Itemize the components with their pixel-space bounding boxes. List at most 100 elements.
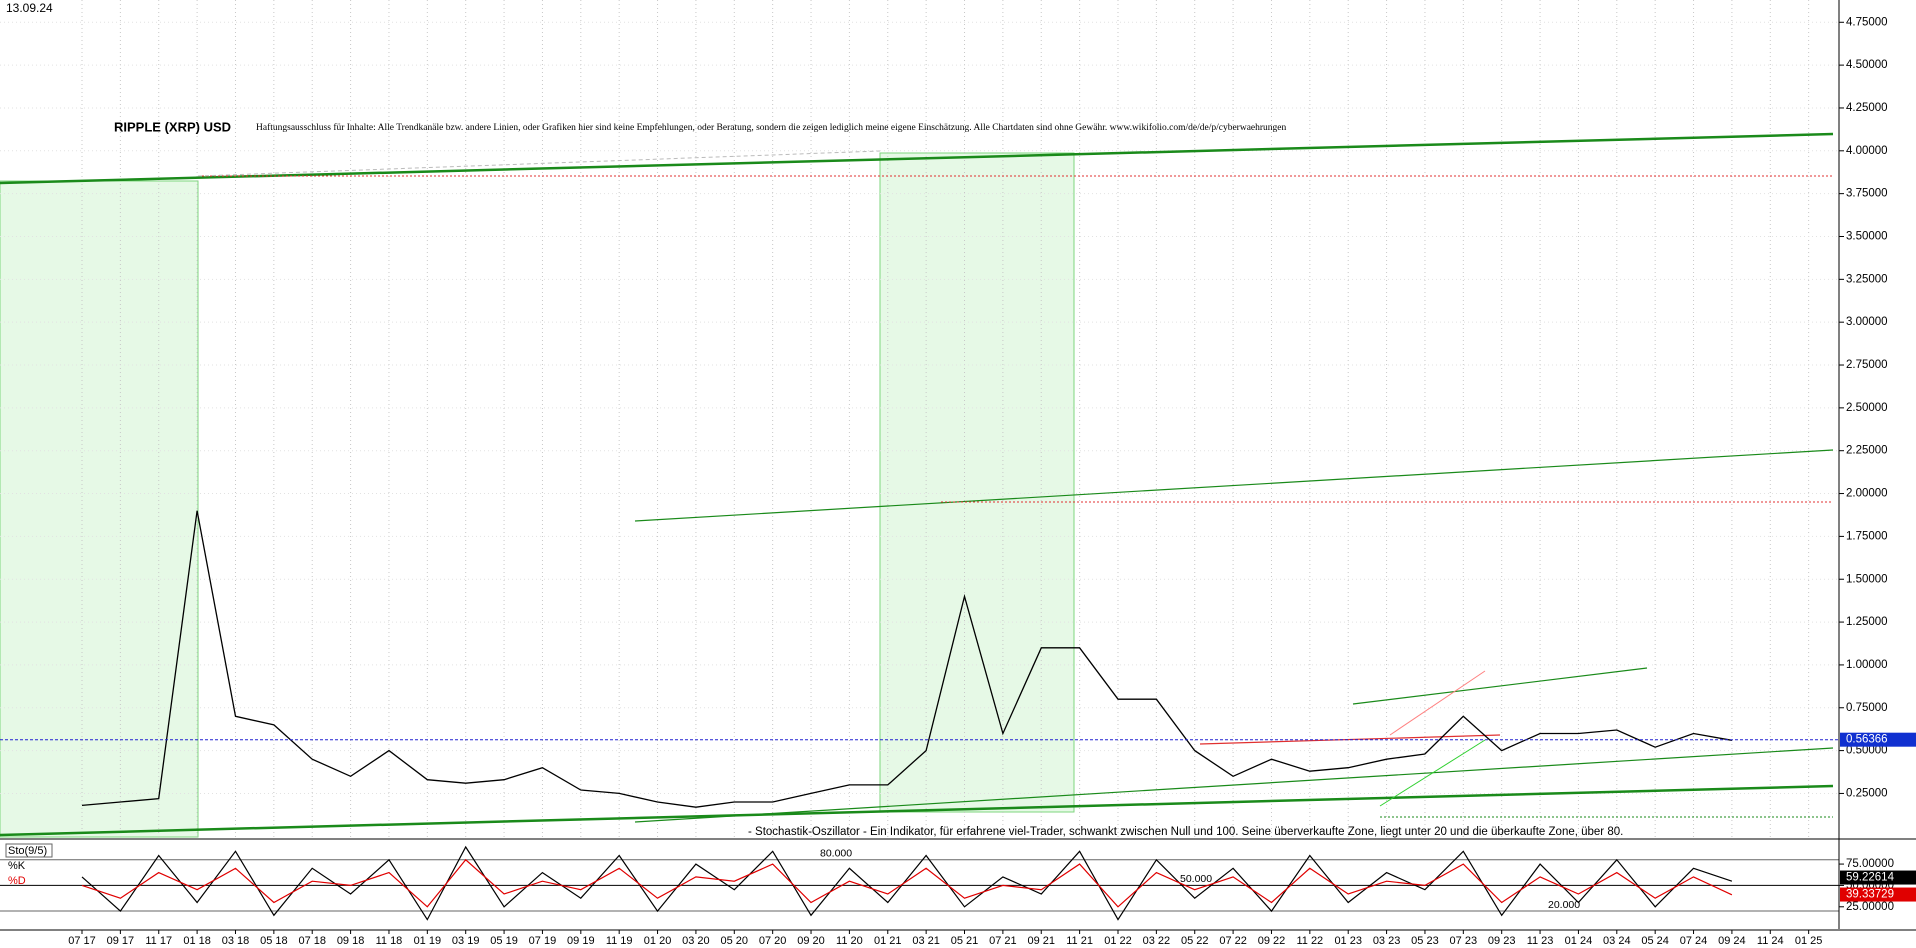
x-tick-label: 11 18 [376, 935, 403, 947]
x-tick-label: 07 24 [1680, 935, 1708, 947]
indicator-note: - Stochastik-Oszillator - Ein Indikator,… [748, 826, 1623, 838]
x-tick-label: 05 22 [1181, 935, 1209, 947]
y-tick-label: 25.00000 [1846, 901, 1894, 913]
x-tick-label: 11 17 [145, 935, 172, 947]
current-tag [1840, 887, 1916, 902]
trendline [1389, 670, 1486, 736]
x-tick-label: 09 23 [1488, 935, 1516, 947]
x-tick-label: 11 23 [1527, 935, 1554, 947]
x-tick-label: 09 21 [1027, 935, 1055, 947]
price-line [81, 510, 1733, 808]
y-tick-label: 0.25000 [1846, 787, 1888, 799]
x-tick-label: 03 20 [682, 935, 710, 947]
x-tick-label: 11 19 [606, 935, 633, 947]
x-tick-label: 01 19 [414, 935, 442, 947]
x-tick-label: 07 17 [68, 935, 96, 947]
trendline [0, 784, 1834, 837]
y-tick-label: 2.00000 [1846, 488, 1888, 500]
trendline [634, 449, 1834, 522]
y-tick-label: 75.00000 [1846, 858, 1894, 870]
y-tick-label: 2.75000 [1846, 359, 1888, 371]
x-tick-label: 11 21 [1066, 935, 1093, 947]
y-tick-label: 2.25000 [1846, 445, 1888, 457]
y-tick-label: 3.25000 [1846, 273, 1888, 285]
x-tick-label: 07 19 [529, 935, 557, 947]
current-label: 0.56366 [1846, 734, 1888, 746]
x-tick-label: 05 20 [721, 935, 749, 947]
date-label: 13.09.24 [6, 1, 53, 15]
x-tick-label: 01 18 [183, 935, 211, 947]
x-tick-label: 11 20 [836, 935, 863, 947]
trendline [1379, 739, 1486, 807]
x-tick-label: 01 23 [1334, 935, 1362, 947]
y-tick-label: 1.50000 [1846, 573, 1888, 585]
zone [0, 180, 199, 838]
x-tick-label: 05 23 [1411, 935, 1439, 947]
y-tick-label: 3.75000 [1846, 188, 1888, 200]
plot: 0.56366 %K 59.22614 %D 39.33729 [0, 510, 1916, 921]
level-label: 80.000 [820, 848, 852, 860]
x-tick-label: 05 24 [1641, 935, 1669, 947]
x-tick-label: 09 17 [107, 935, 135, 947]
current-label: 59.22614 [1846, 872, 1895, 884]
level-label: 50.000 [1180, 873, 1212, 885]
indicator-title: Sto(9/5) [8, 845, 47, 857]
x-tick-label: 01 20 [644, 935, 672, 947]
x-tick-label: 09 22 [1258, 935, 1286, 947]
y-tick-label: 4.50000 [1846, 59, 1888, 71]
current-label: 39.33729 [1846, 889, 1894, 901]
x-tick-label: 09 20 [797, 935, 825, 947]
x-tick-label: 03 18 [222, 935, 250, 947]
current-tag [1840, 870, 1916, 885]
level-label: 20.000 [1548, 899, 1580, 911]
x-tick-label: 01 25 [1795, 935, 1823, 947]
x-tick-label: 01 21 [874, 935, 902, 947]
x-tick-label: 07 22 [1219, 935, 1247, 947]
zone [879, 152, 1075, 813]
y-tick-label: 1.25000 [1846, 616, 1888, 628]
x-tick-label: 05 18 [260, 935, 288, 947]
disclaimer: Haftungsausschluss für Inhalte: Alle Tre… [256, 122, 1287, 133]
current-tag [1840, 732, 1916, 747]
y-tick-label: 3.50000 [1846, 231, 1888, 243]
x-tick-label: 09 19 [567, 935, 595, 947]
y-tick-label: 4.00000 [1846, 145, 1888, 157]
x-tick-label: 05 19 [490, 935, 518, 947]
trendline [634, 747, 1834, 823]
y-tick-label: 2.50000 [1846, 402, 1888, 414]
chart-title: RIPPLE (XRP) USD [114, 119, 231, 134]
x-tick-label: 07 18 [298, 935, 326, 947]
x-tick-label: 03 22 [1143, 935, 1171, 947]
x-tick-label: 03 19 [452, 935, 480, 947]
y-tick-label: 4.25000 [1846, 102, 1888, 114]
series-line [81, 845, 1733, 921]
x-tick-label: 07 21 [989, 935, 1017, 947]
trendline [0, 132, 1834, 185]
trendline [1352, 667, 1648, 705]
x-tick-label: 01 22 [1104, 935, 1132, 947]
indicator-box[interactable] [5, 843, 53, 858]
y-tick-label: 0.75000 [1846, 702, 1888, 714]
legend-label: %K [8, 860, 26, 872]
trendlines [0, 132, 1834, 837]
y-tick-label: 3.00000 [1846, 316, 1888, 328]
x-tick-label: 11 22 [1296, 935, 1323, 947]
x-tick-label: 07 23 [1450, 935, 1478, 947]
y-tick-label: 0.50000 [1846, 745, 1888, 757]
y-tick-label: 1.75000 [1846, 530, 1888, 542]
y-tick-label: 4.75000 [1846, 16, 1888, 28]
y-tick-label: 1.00000 [1846, 659, 1888, 671]
x-tick-label: 01 24 [1565, 935, 1593, 947]
series-line [81, 858, 1733, 908]
x-tick-label: 11 24 [1757, 935, 1784, 947]
x-tick-label: 03 21 [912, 935, 940, 947]
level-line [197, 150, 881, 177]
x-tick-label: 05 21 [951, 935, 979, 947]
x-tick-label: 07 20 [759, 935, 787, 947]
x-tick-label: 03 24 [1603, 935, 1631, 947]
x-tick-label: 03 23 [1373, 935, 1401, 947]
x-tick-label: 09 18 [337, 935, 365, 947]
x-tick-label: 09 24 [1718, 935, 1746, 947]
legend-label: %D [8, 875, 26, 887]
